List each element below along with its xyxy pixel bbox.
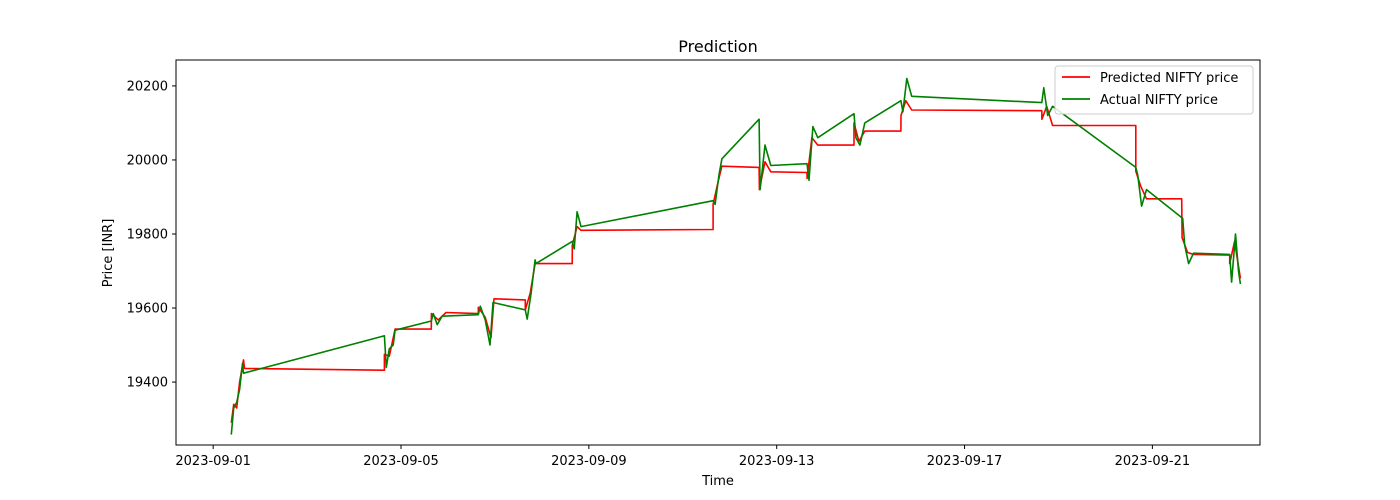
x-tick-label: 2023-09-09 [551,454,627,469]
x-axis-title: Time [701,474,734,489]
plot-frame [175,59,1261,446]
legend-label-predicted: Predicted NIFTY price [1100,71,1238,86]
series-layer [230,77,1242,435]
x-tick-label: 2023-09-01 [175,454,251,469]
x-tick-label: 2023-09-05 [363,454,439,469]
plot-area [175,59,1261,446]
legend: Predicted NIFTY price Actual NIFTY price [1054,65,1254,115]
actual-price-line [230,77,1242,435]
y-tick-label: 20000 [127,153,168,168]
y-tick-label: 19400 [127,376,168,391]
y-tick-label: 20200 [127,79,168,94]
y-tick-label: 19800 [127,227,168,242]
x-axis: 2023-09-01 2023-09-05 2023-09-09 2023-09-13… [175,445,1190,469]
x-tick-label: 2023-09-21 [1115,454,1191,469]
y-axis: 19400 19600 19800 20000 20200 [127,79,176,391]
x-tick-label: 2023-09-13 [739,454,815,469]
y-tick-label: 19600 [127,302,168,317]
legend-label-actual: Actual NIFTY price [1100,93,1218,108]
chart-title: Prediction [678,37,757,56]
legend-box [1054,65,1254,115]
y-axis-title: Price [INR] [101,219,116,288]
x-tick-label: 2023-09-17 [927,454,1003,469]
